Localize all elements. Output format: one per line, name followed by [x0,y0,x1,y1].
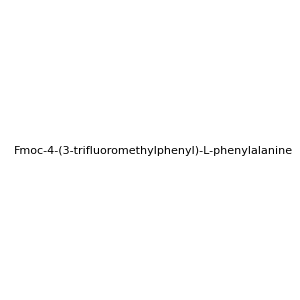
Text: Fmoc-4-(3-trifluoromethylphenyl)-L-phenylalanine: Fmoc-4-(3-trifluoromethylphenyl)-L-pheny… [14,146,293,157]
